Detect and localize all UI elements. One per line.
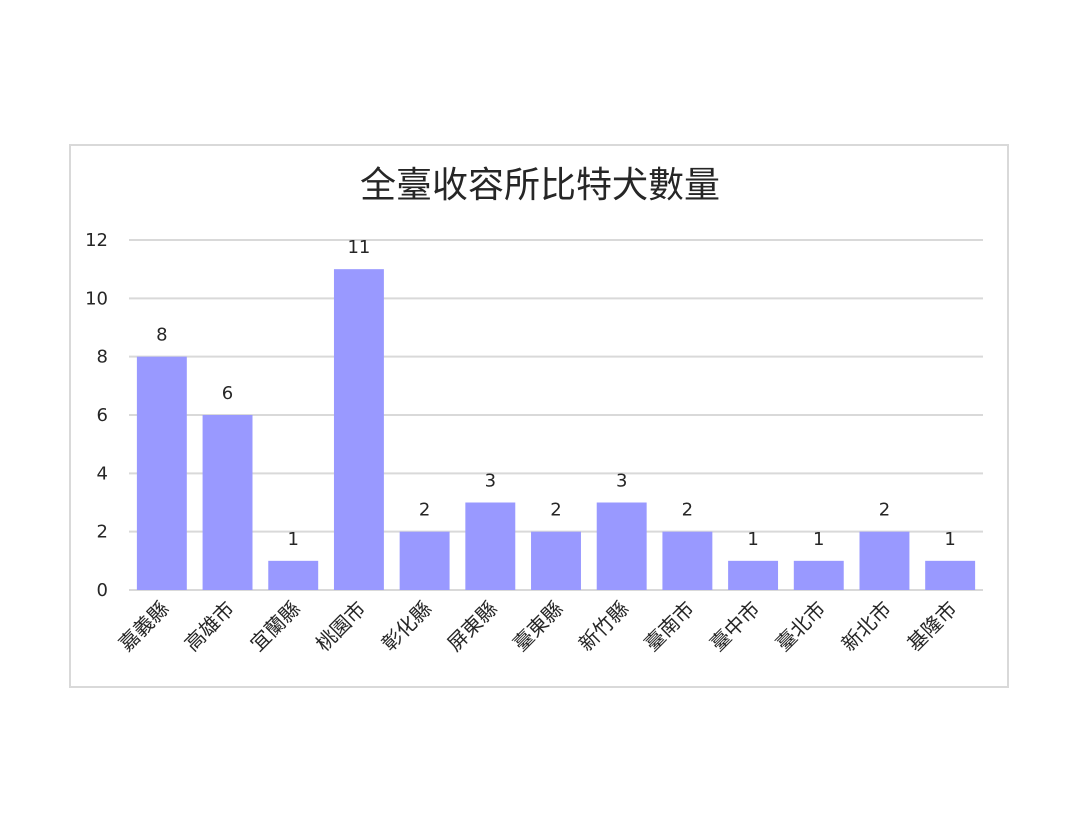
category-label: 桃園市 xyxy=(311,597,370,656)
bar xyxy=(662,531,713,590)
data-label: 3 xyxy=(616,471,627,492)
category-label: 臺中市 xyxy=(705,597,764,656)
category-label: 臺北市 xyxy=(771,597,830,656)
y-tick-label: 0 xyxy=(97,580,108,601)
category-label: 高雄市 xyxy=(180,597,239,656)
bar xyxy=(531,531,581,590)
bar xyxy=(202,415,253,590)
data-label: 6 xyxy=(222,383,233,404)
data-label: 2 xyxy=(879,500,890,521)
bar xyxy=(333,269,384,590)
data-label: 11 xyxy=(347,237,370,258)
data-label: 1 xyxy=(944,529,955,550)
bar xyxy=(793,560,844,590)
y-tick-label: 4 xyxy=(97,463,108,484)
category-label: 臺南市 xyxy=(640,597,699,656)
data-label: 2 xyxy=(682,500,693,521)
bar xyxy=(728,560,779,590)
y-tick-label: 10 xyxy=(85,288,108,309)
y-tick-label: 12 xyxy=(85,230,108,251)
category-label: 基隆市 xyxy=(902,597,961,656)
category-label: 屏東縣 xyxy=(442,597,501,656)
bars xyxy=(136,269,976,590)
data-label: 2 xyxy=(550,500,561,521)
bar xyxy=(859,531,910,590)
y-axis-ticks: 0 2 4 6 8 10 12 xyxy=(85,230,108,601)
data-label: 2 xyxy=(419,500,430,521)
y-tick-label: 2 xyxy=(97,522,108,543)
category-label: 新北市 xyxy=(837,597,896,656)
data-label: 3 xyxy=(485,471,496,492)
data-label: 1 xyxy=(288,529,299,550)
category-label: 新竹縣 xyxy=(574,597,633,656)
y-tick-label: 8 xyxy=(97,347,108,368)
category-label: 嘉義縣 xyxy=(114,597,173,656)
x-axis-categories: 嘉義縣 高雄市 宜蘭縣 桃園市 彰化縣 屏東縣 臺東縣 新竹縣 臺南市 臺中市 臺北市 新北市 基隆市 xyxy=(114,597,962,656)
bar xyxy=(596,502,647,590)
data-label: 1 xyxy=(813,529,824,550)
bar xyxy=(136,356,187,590)
gridlines xyxy=(129,239,983,591)
bar xyxy=(925,560,976,590)
chart-title: 全臺收容所比特犬數量 xyxy=(359,165,720,206)
y-tick-label: 6 xyxy=(97,405,108,426)
data-label: 8 xyxy=(156,325,167,346)
category-label: 宜蘭縣 xyxy=(245,597,304,656)
bar xyxy=(465,502,516,590)
category-label: 彰化縣 xyxy=(377,597,436,656)
bar xyxy=(268,560,319,590)
data-label: 1 xyxy=(747,529,758,550)
category-label: 臺東縣 xyxy=(508,597,567,656)
bar xyxy=(399,531,450,590)
